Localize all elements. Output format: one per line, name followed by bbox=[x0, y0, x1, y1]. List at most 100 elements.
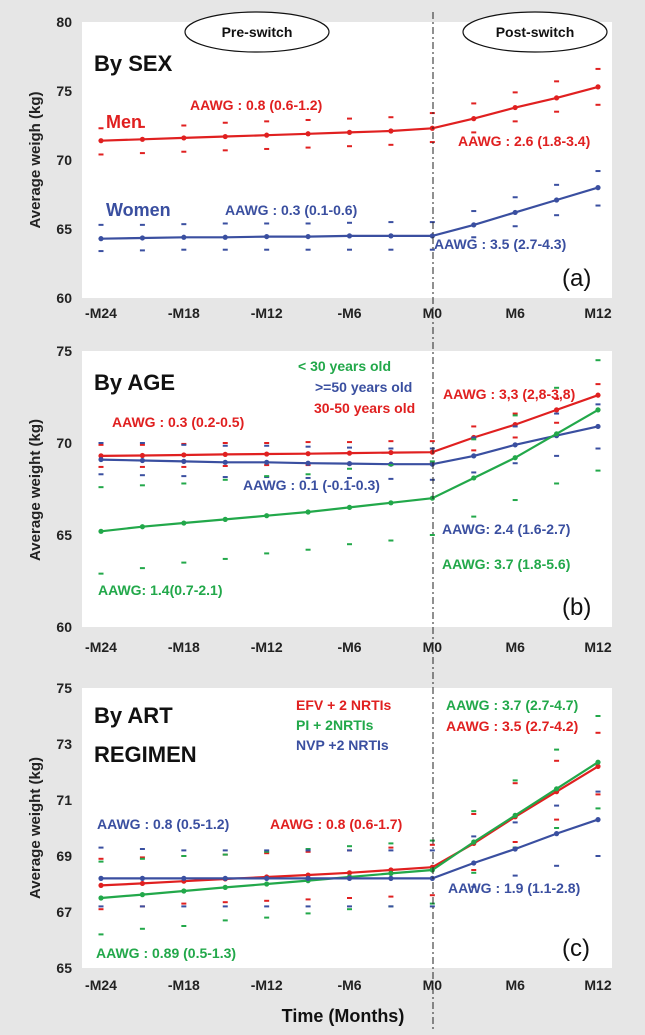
panel-a-label: (a) bbox=[562, 265, 591, 292]
y-tick-label: 71 bbox=[56, 792, 72, 808]
y-tick-label: 75 bbox=[56, 343, 72, 359]
y-tick-label: 70 bbox=[56, 435, 72, 451]
data-point bbox=[512, 104, 518, 111]
data-point bbox=[264, 513, 270, 519]
panel-a-series bbox=[98, 67, 601, 253]
data-point bbox=[222, 459, 228, 465]
x-tick-label: M12 bbox=[584, 305, 611, 321]
x-tick-label: M0 bbox=[423, 977, 443, 993]
data-point bbox=[139, 136, 146, 142]
y-tick-label: 60 bbox=[56, 619, 72, 635]
data-point bbox=[264, 459, 270, 465]
legend-under-30: < 30 years old bbox=[298, 358, 391, 374]
annotation-men-post-aawg: AAWG : 2.6 (1.8-3.4) bbox=[458, 133, 590, 149]
panel-a-xticks: -M24 -M18 -M12 -M6 M0 M6 M12 bbox=[85, 305, 612, 321]
post-switch-label: Post-switch bbox=[496, 24, 575, 40]
y-tick-label: 80 bbox=[56, 14, 72, 30]
data-point bbox=[264, 233, 270, 240]
data-point bbox=[98, 882, 104, 889]
y-tick-label: 60 bbox=[56, 290, 72, 306]
legend-nvp: NVP +2 NRTIs bbox=[296, 737, 389, 753]
x-tick-label: M6 bbox=[505, 639, 525, 655]
data-point bbox=[139, 875, 146, 882]
data-point bbox=[471, 116, 477, 122]
annotation-under-30-post-aawg: AAWG: 3.7 (1.8-5.6) bbox=[442, 556, 570, 572]
data-point bbox=[595, 407, 601, 413]
panel-c-ylabel: Average weight (kg) bbox=[27, 757, 44, 899]
x-tick-label: M6 bbox=[505, 977, 525, 993]
x-tick-label: M0 bbox=[423, 305, 443, 321]
data-point bbox=[264, 875, 270, 882]
pre-switch-oval bbox=[184, 11, 330, 53]
data-point bbox=[512, 846, 518, 852]
panel-b-yticks: 60 65 70 75 bbox=[56, 343, 72, 635]
data-point bbox=[305, 451, 311, 457]
x-tick-label: -M24 bbox=[85, 305, 117, 321]
data-point bbox=[595, 392, 601, 398]
data-point bbox=[512, 455, 518, 461]
y-tick-label: 65 bbox=[56, 221, 72, 237]
data-point bbox=[305, 131, 311, 137]
data-point bbox=[595, 84, 601, 90]
data-point bbox=[388, 875, 394, 882]
data-point bbox=[553, 786, 560, 792]
data-point bbox=[595, 423, 601, 430]
x-tick-label: -M6 bbox=[337, 639, 361, 655]
plot-area-b bbox=[82, 351, 612, 627]
x-tick-label: M6 bbox=[505, 305, 525, 321]
data-point bbox=[139, 457, 146, 464]
data-point bbox=[346, 129, 353, 135]
data-point bbox=[181, 234, 187, 240]
data-point bbox=[553, 197, 560, 203]
data-point bbox=[595, 759, 601, 765]
x-tick-label: -M12 bbox=[251, 305, 283, 321]
x-tick-label: -M18 bbox=[168, 639, 200, 655]
y-tick-label: 73 bbox=[56, 736, 72, 752]
data-point bbox=[346, 875, 353, 882]
legend-pi: PI + 2NRTIs bbox=[296, 717, 374, 733]
annotation-30-50-pre-aawg: AAWG : 0.3 (0.2-0.5) bbox=[112, 414, 244, 430]
annotation-efv-post-aawg: AAWG : 3.5 (2.7-4.2) bbox=[446, 718, 578, 734]
y-tick-label: 75 bbox=[56, 680, 72, 696]
x-tick-label: -M24 bbox=[85, 639, 117, 655]
data-point bbox=[429, 461, 435, 467]
data-point bbox=[305, 460, 311, 466]
data-point bbox=[471, 839, 477, 845]
x-tick-label: -M18 bbox=[168, 305, 200, 321]
data-point bbox=[388, 233, 394, 239]
panel-c-title-line-2: REGIMEN bbox=[94, 742, 197, 767]
data-point bbox=[595, 817, 601, 823]
annotation-nvp-pre-aawg: AAWG : 0.8 (0.5-1.2) bbox=[97, 816, 229, 832]
data-point bbox=[388, 500, 394, 506]
data-point bbox=[553, 95, 560, 101]
panel-b-series bbox=[98, 359, 601, 575]
data-point bbox=[264, 881, 270, 887]
panel-c-title-line-1: By ART bbox=[94, 703, 173, 728]
data-point bbox=[98, 528, 104, 534]
data-point bbox=[429, 233, 435, 239]
pre-switch-label: Pre-switch bbox=[222, 24, 293, 40]
data-point bbox=[264, 451, 270, 457]
panel-c-series bbox=[98, 715, 601, 936]
panel-c-yticks: 65 67 69 71 73 75 bbox=[56, 680, 72, 976]
data-point bbox=[346, 504, 353, 510]
plot-area-a bbox=[82, 22, 612, 298]
data-point bbox=[222, 875, 228, 882]
data-point bbox=[471, 222, 477, 228]
x-tick-label: -M6 bbox=[337, 305, 361, 321]
data-point bbox=[139, 892, 146, 898]
data-point bbox=[181, 875, 187, 882]
y-tick-label: 65 bbox=[56, 527, 72, 543]
data-point bbox=[346, 450, 353, 456]
data-point bbox=[139, 524, 146, 530]
panel-c: By ART REGIMEN Average weight (kg) (c) 6… bbox=[27, 680, 612, 993]
legend-30-50: 30-50 years old bbox=[314, 400, 415, 416]
data-point bbox=[305, 233, 311, 240]
x-tick-label: -M6 bbox=[337, 977, 361, 993]
panel-c-label: (c) bbox=[562, 935, 590, 962]
panel-a-ylabel: Average weigh (kg) bbox=[27, 92, 44, 229]
data-point bbox=[139, 452, 146, 459]
y-tick-label: 75 bbox=[56, 83, 72, 99]
legend-efv: EFV + 2 NRTIs bbox=[296, 697, 392, 713]
annotation-nvp-post-aawg: AAWG : 1.9 (1.1-2.8) bbox=[448, 880, 580, 896]
